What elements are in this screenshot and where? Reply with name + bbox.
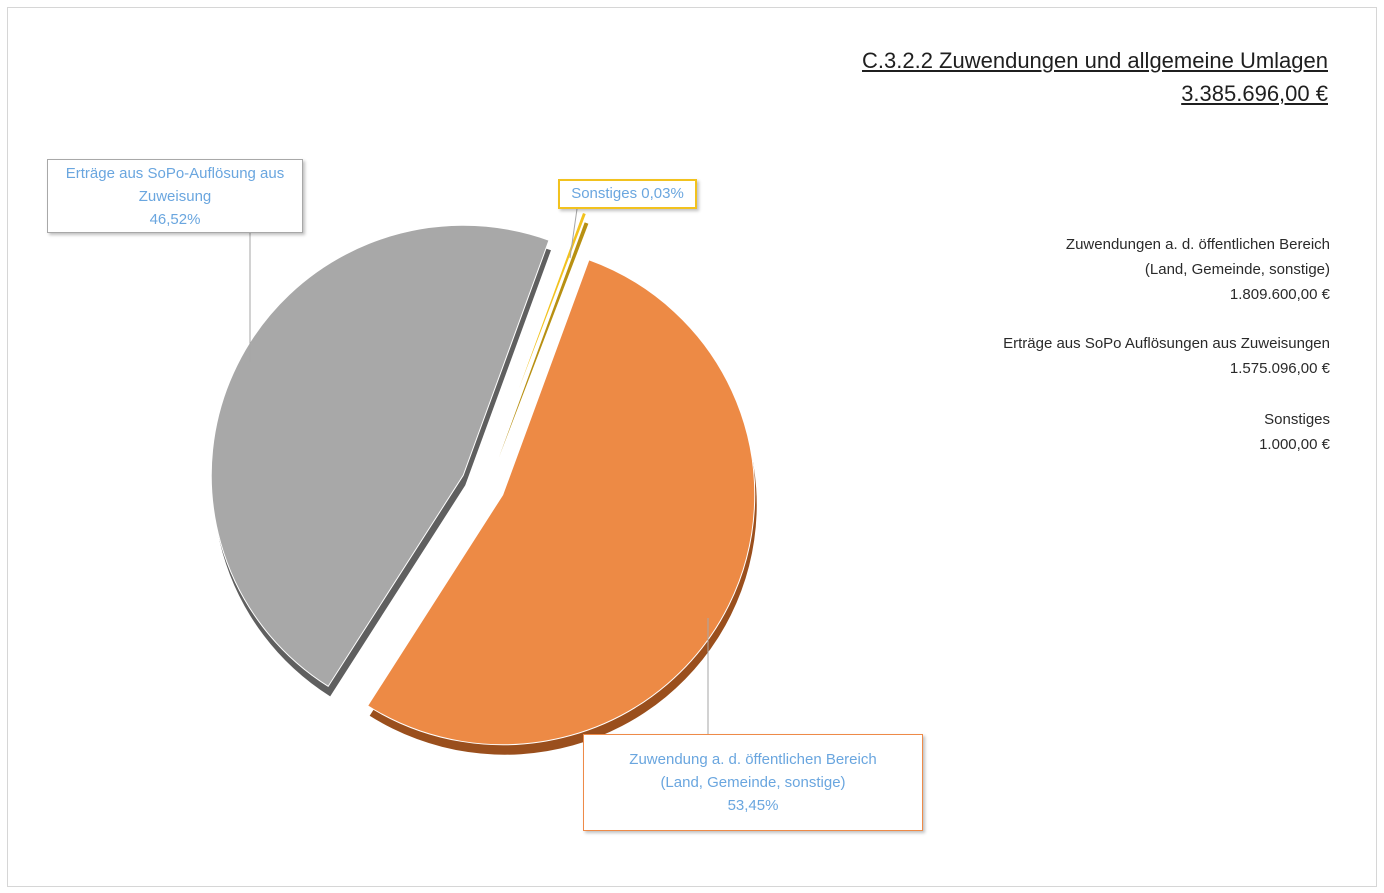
data-label-text: Zuwendung a. d. öffentlichen Bereich — [629, 751, 877, 768]
pie-slice-public — [366, 259, 756, 746]
data-label-percent: 46,52% — [149, 211, 201, 228]
summary-amount: 1.809.600,00 € — [1229, 286, 1330, 303]
chart-frame — [7, 7, 1377, 887]
data-label-other: Sonstiges 0,03% — [558, 179, 697, 209]
data-label-sopo: Erträge aus SoPo-Auflösung aus Zuweisung… — [47, 159, 303, 233]
summary-item-sopo: Erträge aus SoPo Auflösungen aus Zuweisu… — [810, 331, 1330, 381]
data-label-text: Sonstiges 0,03% — [571, 185, 684, 202]
summary-item-public: Zuwendungen a. d. öffentlichen Bereich (… — [810, 232, 1330, 307]
summary-amount: 1.575.096,00 € — [1229, 360, 1330, 377]
summary-list: Zuwendungen a. d. öffentlichen Bereich (… — [810, 232, 1330, 481]
data-label-percent: 53,45% — [727, 797, 779, 814]
summary-item-other: Sonstiges 1.000,00 € — [810, 407, 1330, 457]
pie-slice-sopo — [210, 224, 550, 688]
title-block: C.3.2.2 Zuwendungen und allgemeine Umlag… — [862, 44, 1328, 110]
summary-amount: 1.000,00 € — [1259, 436, 1330, 453]
data-label-text: Erträge aus SoPo-Auflösung aus — [65, 165, 285, 182]
summary-label: (Land, Gemeinde, sonstige) — [1144, 261, 1330, 278]
data-label-public: Zuwendung a. d. öffentlichen Bereich (La… — [583, 734, 923, 831]
leader-line-layer — [249, 208, 709, 734]
data-label-text: Zuweisung — [138, 188, 212, 205]
summary-label: Erträge aus SoPo Auflösungen aus Zuweisu… — [1003, 335, 1330, 352]
leader-line-other — [569, 208, 578, 259]
pie-slice-other-shadow — [498, 222, 589, 458]
pie-slice-other — [496, 211, 588, 448]
data-label-text: (Land, Gemeinde, sonstige) — [660, 774, 846, 791]
chart-total: 3.385.696,00 € — [1181, 81, 1328, 106]
summary-label: Sonstiges — [1264, 411, 1330, 428]
pie-slice-layer — [210, 211, 756, 746]
summary-label: Zuwendungen a. d. öffentlichen Bereich — [1065, 236, 1330, 253]
chart-title: C.3.2.2 Zuwendungen und allgemeine Umlag… — [862, 48, 1328, 73]
